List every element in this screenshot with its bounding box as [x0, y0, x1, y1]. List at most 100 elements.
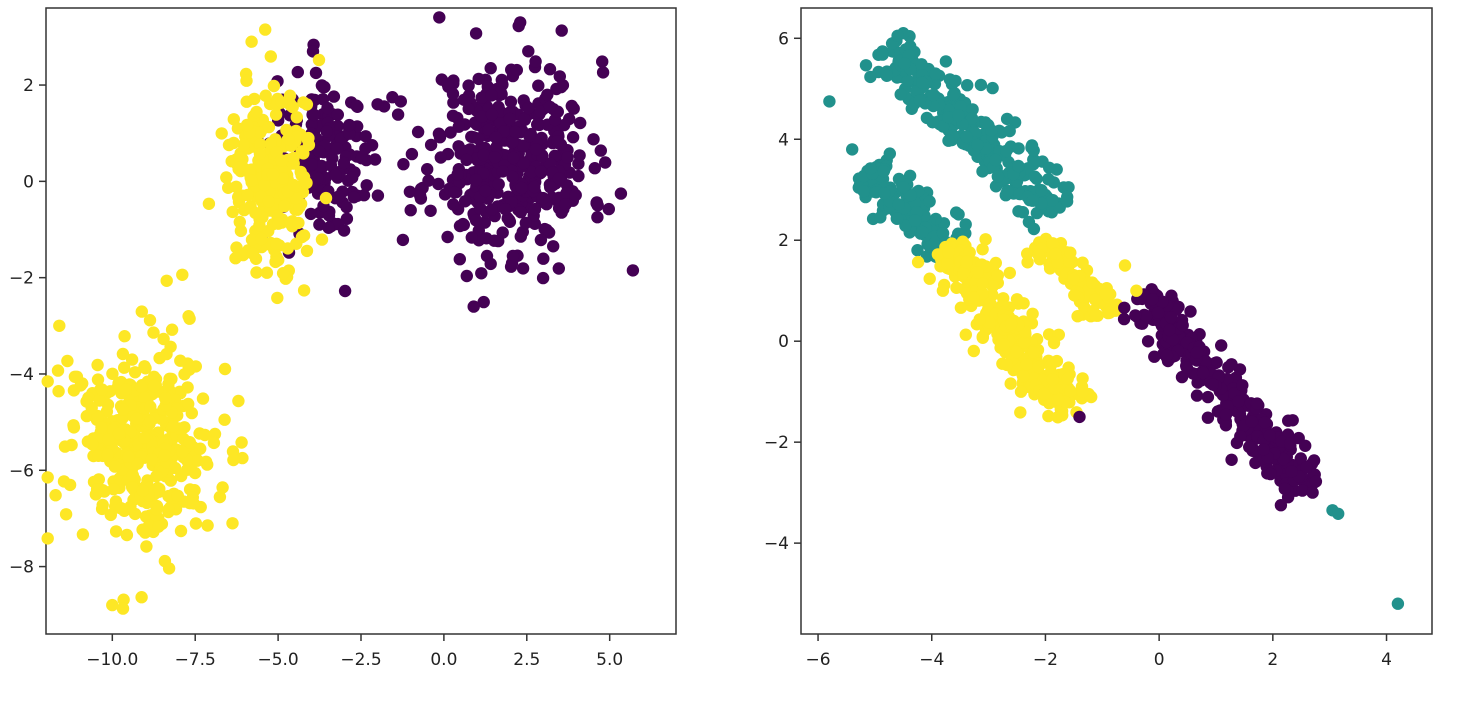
x-tick-label: −5.0 [257, 650, 298, 670]
scatter-point [959, 328, 972, 341]
scatter-point [118, 330, 131, 343]
scatter-point [960, 255, 973, 269]
scatter-point [234, 224, 248, 238]
scatter-point [894, 88, 907, 101]
scatter-point [522, 45, 535, 58]
scatter-point [300, 244, 314, 258]
scatter-point [327, 90, 341, 103]
scatter-point [174, 524, 188, 538]
scatter-point [159, 392, 172, 405]
scatter-point [1148, 350, 1161, 363]
scatter-point [444, 126, 457, 139]
scatter-point [517, 139, 530, 152]
y-tick-label: −6 [9, 461, 34, 481]
scatter-point [966, 103, 979, 116]
scatter-point [596, 66, 610, 79]
scatter-point [1099, 288, 1112, 301]
scatter-point [92, 449, 105, 462]
scatter-point [936, 120, 950, 133]
scatter-point [250, 266, 263, 279]
scatter-point [162, 562, 176, 575]
scatter-point [1046, 373, 1059, 386]
left-scatter-panel: −10.0 −7.5 −5.0 −2.5 0.0 2.5 5.0 2 0 −2 −4 −6 −8 [9, 7, 677, 670]
scatter-point [949, 74, 962, 88]
scatter-point [343, 118, 356, 132]
scatter-point [1257, 443, 1270, 456]
scatter-point [528, 202, 542, 216]
scatter-point [1278, 482, 1292, 496]
scatter-point [321, 101, 334, 115]
scatter-point [488, 151, 502, 164]
scatter-point [1332, 507, 1345, 520]
scatter-point [422, 174, 435, 187]
scatter-point [460, 153, 473, 167]
scatter-point [892, 198, 905, 211]
scatter-point [915, 58, 928, 71]
scatter-point [897, 181, 910, 194]
scatter-point [451, 168, 464, 181]
scatter-point [1032, 248, 1045, 262]
scatter-point [519, 216, 532, 230]
scatter-point [942, 246, 955, 259]
scatter-point [95, 502, 109, 516]
scatter-point [565, 99, 578, 113]
scatter-point [322, 221, 335, 234]
scatter-point [1156, 295, 1169, 308]
scatter-point [433, 131, 447, 144]
scatter-point [1258, 416, 1272, 429]
scatter-point [246, 247, 260, 260]
scatter-point [523, 130, 536, 143]
scatter-point [201, 519, 214, 532]
scatter-point [458, 195, 472, 208]
left-points-layer [41, 11, 640, 615]
scatter-point [484, 257, 497, 271]
scatter-point [235, 436, 248, 449]
scatter-point [324, 159, 338, 172]
scatter-point [346, 171, 359, 184]
scatter-point [202, 197, 216, 210]
scatter-point [269, 108, 283, 121]
scatter-point [1012, 142, 1025, 155]
scatter-point [138, 391, 151, 404]
scatter-point [559, 198, 572, 211]
scatter-point [588, 162, 601, 175]
scatter-point [1035, 184, 1048, 197]
scatter-point [117, 593, 130, 606]
scatter-point [926, 88, 940, 102]
scatter-point [218, 413, 231, 426]
scatter-point [1285, 465, 1298, 478]
scatter-point [960, 130, 973, 144]
scatter-point [1088, 293, 1102, 306]
scatter-point [923, 195, 936, 208]
scatter-point [199, 455, 213, 468]
scatter-point [275, 154, 288, 167]
scatter-point [297, 284, 311, 297]
scatter-point [118, 361, 131, 374]
scatter-point [599, 156, 612, 169]
scatter-point [1160, 349, 1174, 362]
x-tick-label: 5.0 [596, 650, 623, 670]
scatter-point [484, 61, 497, 75]
scatter-point [434, 151, 447, 164]
scatter-point [403, 185, 417, 198]
scatter-point [309, 66, 323, 80]
scatter-point [1073, 410, 1086, 424]
x-tick-label: −7.5 [175, 650, 216, 670]
scatter-point [926, 116, 939, 129]
scatter-point [162, 503, 175, 516]
scatter-point [1206, 378, 1219, 391]
scatter-point [936, 284, 950, 297]
scatter-point [1030, 206, 1044, 220]
y-tick-label: −8 [9, 558, 34, 578]
scatter-point [158, 449, 171, 462]
scatter-point [188, 466, 202, 480]
scatter-point [986, 81, 999, 95]
scatter-point [462, 102, 475, 116]
scatter-point [1064, 384, 1077, 398]
scatter-point [1199, 355, 1212, 368]
scatter-point [276, 267, 290, 280]
scatter-point [61, 354, 74, 368]
scatter-point [313, 145, 326, 158]
scatter-point [574, 116, 587, 130]
